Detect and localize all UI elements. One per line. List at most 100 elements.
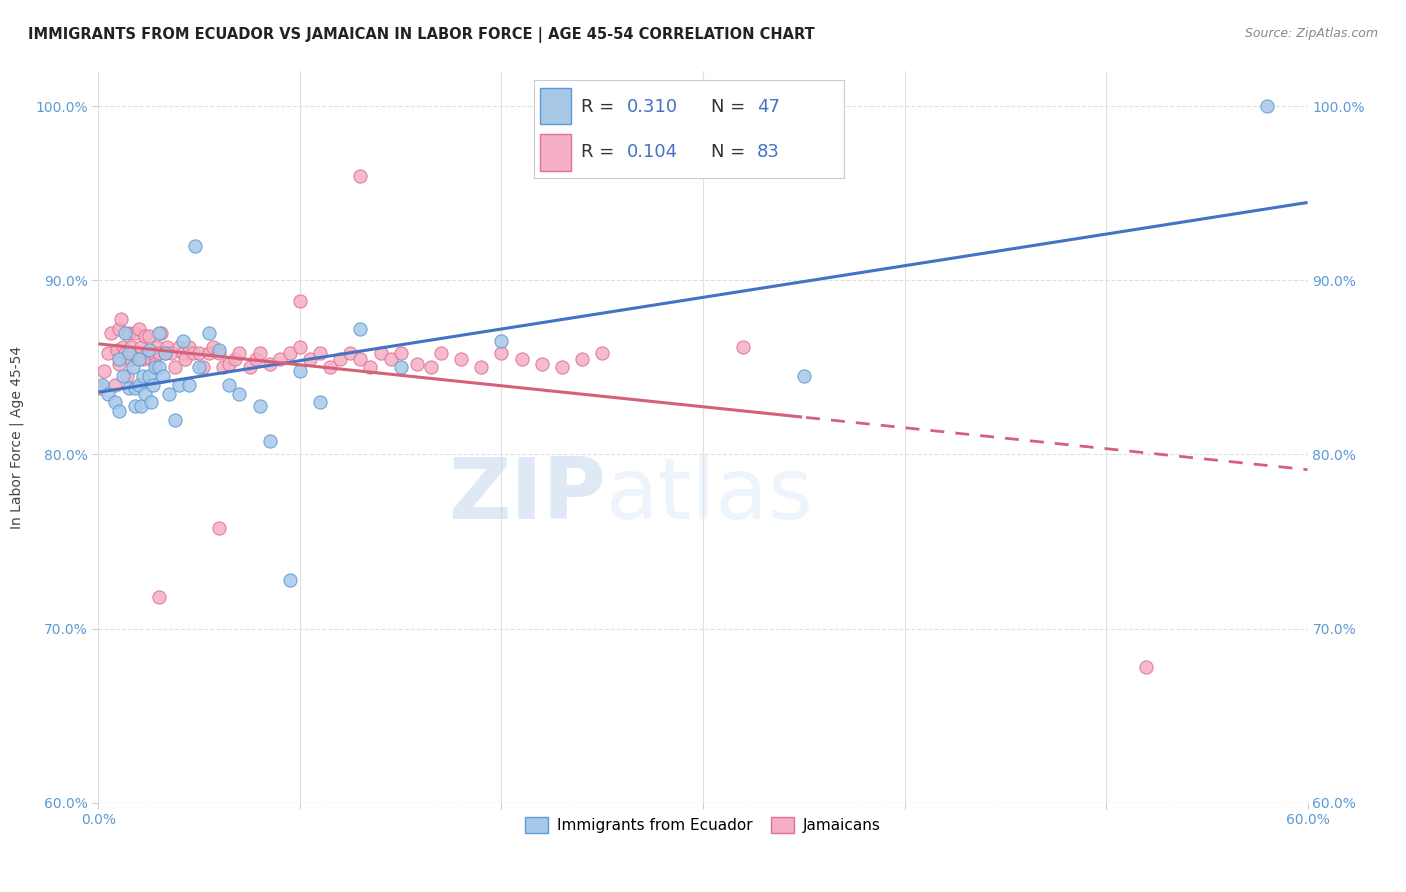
Point: [89, 381, 111, 395]
Point: [184, 238, 207, 252]
Point: [132, 369, 155, 384]
Point: [278, 346, 301, 360]
Point: [329, 351, 352, 366]
Point: [530, 357, 553, 371]
Point: [142, 346, 165, 360]
Y-axis label: In Labor Force | Age 45-54: In Labor Force | Age 45-54: [10, 345, 24, 529]
Point: [153, 346, 176, 360]
Point: [349, 351, 371, 366]
Point: [134, 386, 156, 401]
Point: [128, 346, 150, 360]
Point: [138, 329, 160, 343]
Point: [124, 326, 146, 340]
Point: [228, 386, 250, 401]
Point: [160, 346, 183, 360]
Text: IMMIGRANTS FROM ECUADOR VS JAMAICAN IN LABOR FORCE | AGE 45-54 CORRELATION CHART: IMMIGRANTS FROM ECUADOR VS JAMAICAN IN L…: [28, 27, 815, 43]
Text: N =: N =: [710, 143, 751, 161]
Point: [114, 346, 136, 360]
Point: [111, 339, 134, 353]
Point: [128, 322, 150, 336]
Point: [208, 346, 231, 360]
Point: [143, 357, 166, 371]
Point: [450, 351, 472, 366]
Point: [110, 311, 132, 326]
Point: [111, 369, 134, 384]
Point: [93, 364, 115, 378]
Point: [733, 339, 755, 353]
Point: [135, 346, 157, 360]
Point: [153, 346, 176, 360]
Text: R =: R =: [581, 98, 620, 116]
Point: [491, 334, 513, 349]
Point: [139, 351, 162, 366]
Point: [103, 395, 125, 409]
Point: [218, 357, 240, 371]
Point: [212, 360, 235, 375]
Point: [249, 346, 271, 360]
Point: [278, 573, 301, 587]
Point: [103, 377, 125, 392]
Point: [188, 360, 211, 375]
Point: [107, 357, 129, 371]
Point: [319, 360, 342, 375]
Point: [118, 326, 141, 340]
Point: [124, 399, 146, 413]
Point: [97, 346, 120, 360]
Point: [299, 351, 322, 366]
Point: [129, 399, 152, 413]
Point: [208, 343, 231, 357]
Point: [349, 322, 371, 336]
Point: [202, 339, 225, 353]
Point: [389, 346, 412, 360]
Point: [591, 346, 613, 360]
Point: [167, 339, 190, 353]
Point: [198, 346, 221, 360]
Text: ZIP: ZIP: [449, 454, 606, 537]
Point: [309, 346, 332, 360]
Point: [380, 351, 402, 366]
Point: [259, 357, 281, 371]
Point: [370, 346, 392, 360]
Point: [121, 346, 143, 360]
Point: [128, 351, 150, 366]
Point: [198, 326, 221, 340]
Point: [208, 521, 231, 535]
Point: [309, 395, 332, 409]
Point: [269, 351, 291, 366]
Text: N =: N =: [710, 98, 751, 116]
Point: [148, 346, 170, 360]
Point: [551, 360, 574, 375]
Point: [120, 339, 142, 353]
Point: [172, 334, 194, 349]
Point: [148, 591, 170, 605]
Point: [107, 404, 129, 418]
Text: Source: ZipAtlas.com: Source: ZipAtlas.com: [1244, 27, 1378, 40]
Point: [97, 386, 120, 401]
Point: [148, 360, 170, 375]
Point: [91, 377, 114, 392]
FancyBboxPatch shape: [540, 88, 571, 124]
Point: [107, 322, 129, 336]
Point: [156, 339, 179, 353]
Point: [100, 326, 122, 340]
Point: [148, 326, 170, 340]
Point: [1256, 99, 1278, 113]
Point: [121, 360, 143, 375]
Point: [389, 360, 412, 375]
Point: [120, 351, 142, 366]
Point: [288, 364, 311, 378]
Point: [174, 351, 197, 366]
Point: [138, 369, 160, 384]
Text: 47: 47: [756, 98, 780, 116]
Text: atlas: atlas: [606, 454, 814, 537]
Point: [1135, 660, 1157, 674]
Point: [146, 339, 169, 353]
Legend: Immigrants from Ecuador, Jamaicans: Immigrants from Ecuador, Jamaicans: [519, 811, 887, 839]
Point: [163, 360, 186, 375]
Point: [470, 360, 492, 375]
Point: [105, 343, 128, 357]
Point: [249, 399, 271, 413]
Point: [218, 377, 240, 392]
Point: [118, 346, 141, 360]
Text: 0.104: 0.104: [627, 143, 678, 161]
